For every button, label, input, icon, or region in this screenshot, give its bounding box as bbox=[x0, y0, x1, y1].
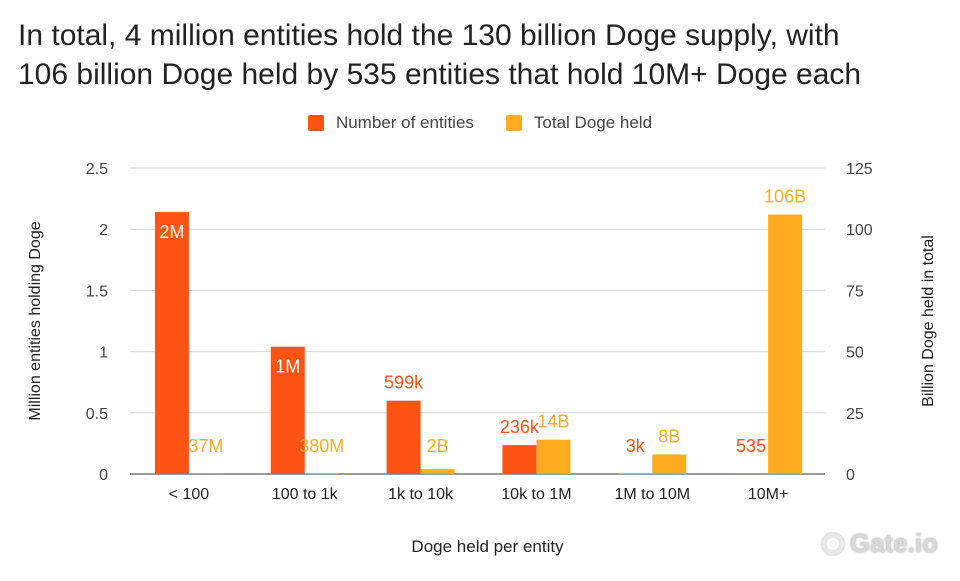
data-label-entities: 2M bbox=[159, 222, 184, 242]
right-axis-tick-label: 50 bbox=[846, 345, 864, 362]
data-label-doge-held: 380M bbox=[299, 436, 344, 456]
right-axis-tick-label: 125 bbox=[846, 161, 873, 178]
chart-legend: Number of entities Total Doge held bbox=[0, 113, 960, 133]
x-axis-title: Doge held per entity bbox=[411, 537, 564, 556]
bar-entities bbox=[502, 445, 537, 474]
left-axis-tick-label: 1.5 bbox=[86, 283, 108, 300]
right-axis-tick-label: 25 bbox=[846, 406, 864, 423]
x-axis-tick-label: 100 to 1k bbox=[272, 486, 339, 503]
data-label-entities: 1M bbox=[275, 357, 300, 377]
data-label-doge-held: 2B bbox=[427, 436, 449, 456]
watermark-text: Gate.io bbox=[849, 528, 938, 558]
right-axis-tick-label: 0 bbox=[846, 467, 855, 484]
bar-doge-held bbox=[652, 454, 687, 474]
data-label-doge-held: 106B bbox=[764, 187, 806, 207]
gate-logo-icon bbox=[821, 532, 844, 555]
legend-swatch-entities bbox=[307, 115, 324, 131]
data-label-doge-held: 37M bbox=[188, 436, 223, 456]
legend-label-doge-held: Total Doge held bbox=[533, 113, 653, 132]
bar-doge-held bbox=[420, 469, 455, 474]
data-label-doge-held: 8B bbox=[658, 426, 680, 446]
left-axis-tick-label: 0.5 bbox=[86, 406, 108, 423]
chart-title-line-1: In total, 4 million entities hold the 13… bbox=[18, 19, 840, 52]
data-label-entities: 599k bbox=[384, 373, 424, 393]
chart-title: In total, 4 million entities hold the 13… bbox=[18, 16, 948, 94]
legend-swatch-doge-held bbox=[505, 115, 522, 131]
bar-entities bbox=[154, 212, 189, 474]
bar-doge-held bbox=[536, 439, 571, 474]
chart-title-line-2: 106 billion Doge held by 535 entities th… bbox=[18, 58, 862, 91]
left-axis-tick-label: 1 bbox=[99, 345, 108, 362]
x-axis-tick-label: 1M to 10M bbox=[614, 486, 690, 503]
data-label-entities: 3k bbox=[626, 436, 646, 456]
right-axis-tick-label: 100 bbox=[846, 222, 873, 239]
left-axis-tick-label: 2.5 bbox=[86, 161, 108, 178]
x-axis-tick-label: 10M+ bbox=[748, 486, 788, 503]
data-label-entities: 236k bbox=[500, 417, 540, 437]
x-axis-tick-label: 10k to 1M bbox=[501, 486, 571, 503]
bar-entities bbox=[270, 346, 305, 474]
bar-entities bbox=[386, 400, 421, 474]
bar-doge-held bbox=[768, 214, 803, 474]
left-axis-tick-label: 0 bbox=[99, 467, 108, 484]
legend-item-doge-held: Total Doge held bbox=[505, 113, 653, 133]
bar-doge-held bbox=[304, 473, 339, 474]
right-axis-title: Billion Doge held in total bbox=[920, 235, 937, 407]
legend-item-entities: Number of entities bbox=[307, 113, 474, 133]
gate-io-watermark: Gate.io bbox=[821, 528, 938, 559]
data-label-entities: 535 bbox=[736, 436, 766, 456]
right-axis-tick-label: 75 bbox=[846, 283, 864, 300]
left-axis-tick-label: 2 bbox=[99, 222, 108, 239]
x-axis-tick-label: < 100 bbox=[169, 486, 210, 503]
left-axis-title: Million entities holding Doge bbox=[27, 221, 44, 420]
data-label-doge-held: 14B bbox=[537, 412, 569, 432]
legend-label-entities: Number of entities bbox=[335, 113, 474, 132]
x-axis-tick-label: 1k to 10k bbox=[388, 486, 454, 503]
